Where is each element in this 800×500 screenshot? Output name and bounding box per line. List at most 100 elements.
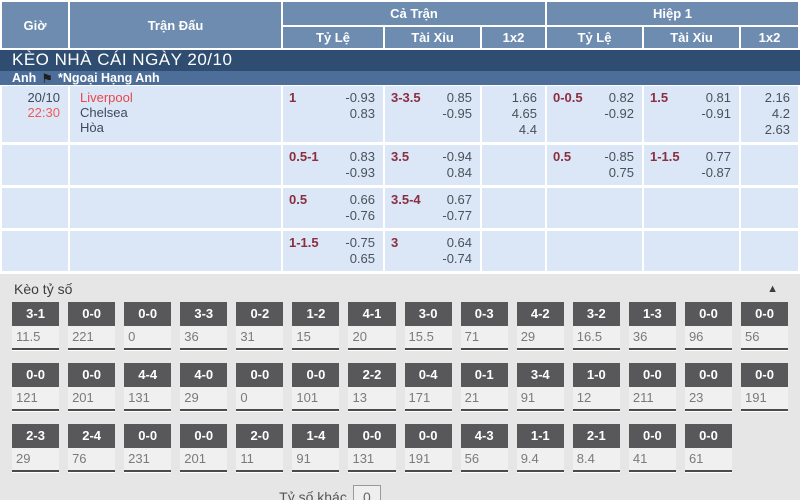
half-1x2-cell[interactable]: 2.16 4.2 2.63 [741, 86, 798, 142]
full-overunder-cell[interactable]: 3-3.5 0.85 -0.95 [385, 86, 480, 142]
full-handicap-cell[interactable]: 1-1.5 -0.75 0.65 [283, 231, 383, 271]
score-cell[interactable]: 2-1 8.4 [572, 424, 620, 472]
score-cell[interactable]: 2-0 11 [236, 424, 284, 472]
score-odd-value: 96 [688, 329, 704, 344]
correct-score-header: Kèo tỷ số ▲ [0, 276, 800, 302]
score-cell[interactable]: 2-2 13 [348, 363, 396, 411]
correct-score-title: Kèo tỷ số [14, 281, 73, 297]
half-overunder-cell-values: 0.81 -0.91 [701, 90, 731, 138]
score-cell[interactable]: 0-0 191 [404, 424, 452, 472]
score-cell[interactable]: 4-3 56 [460, 424, 508, 472]
score-cell[interactable]: 0-4 171 [404, 363, 452, 411]
score-cell[interactable]: 4-0 29 [180, 363, 228, 411]
score-cell[interactable]: 0-0 231 [124, 424, 172, 472]
half-handicap-cell[interactable]: 0-0.5 0.82 -0.92 [547, 86, 642, 142]
full-overunder-cell-value-top: 0.85 [446, 90, 472, 105]
score-cell[interactable]: 0-0 191 [741, 363, 789, 411]
half-1x2-cell-value-1: 2.16 [764, 90, 790, 105]
score-cell[interactable]: 3-4 91 [516, 363, 564, 411]
score-cell[interactable]: 3-0 15.5 [404, 302, 452, 350]
league-label: *Ngoại Hạng Anh [57, 71, 160, 85]
score-box: 2-0 [236, 424, 284, 448]
score-row: 3-1 11.5 0-0 221 0-0 0 3-3 36 0-2 31 1-2 15 4-1 20 3-0… [0, 302, 800, 350]
score-cell[interactable]: 0-0 201 [68, 363, 116, 411]
score-cell[interactable]: 1-0 12 [572, 363, 620, 411]
header-full-handicap: Tỷ Lệ [283, 27, 383, 48]
full-handicap-cell-values: -0.93 0.83 [345, 90, 375, 138]
full-overunder-cell-value-top: -0.94 [442, 149, 472, 164]
score-cell[interactable]: 1-3 36 [628, 302, 676, 350]
score-box: 0-0 [180, 424, 228, 448]
half-overunder-cell[interactable]: 1-1.5 0.77 -0.87 [644, 145, 739, 185]
score-cell[interactable]: 0-0 56 [741, 302, 789, 350]
score-cell[interactable]: 1-2 15 [292, 302, 340, 350]
score-cell[interactable]: 0-0 221 [68, 302, 116, 350]
full-handicap-cell[interactable]: 0.5 0.66 -0.76 [283, 188, 383, 228]
score-cell[interactable]: 0-0 121 [12, 363, 60, 411]
score-cell[interactable]: 0-1 21 [460, 363, 508, 411]
half-handicap-cell [547, 231, 642, 271]
score-cell[interactable]: 0-0 201 [180, 424, 228, 472]
score-box: 4-0 [180, 363, 228, 387]
score-cell[interactable]: 0-0 131 [348, 424, 396, 472]
score-cell[interactable]: 0-0 0 [236, 363, 284, 411]
score-cell[interactable]: 1-1 9.4 [516, 424, 564, 472]
half-overunder-cell[interactable]: 1.5 0.81 -0.91 [644, 86, 739, 142]
full-overunder-cell-line: 3-3.5 [391, 90, 421, 105]
score-cell[interactable]: 0-3 71 [460, 302, 508, 350]
score-odd-value: 12 [576, 390, 592, 405]
score-cell[interactable]: 1-4 91 [292, 424, 340, 472]
score-cell[interactable]: 4-2 29 [516, 302, 564, 350]
score-cell[interactable]: 3-1 11.5 [12, 302, 60, 350]
score-odd-value: 29 [520, 329, 536, 344]
score-cell[interactable]: 4-1 20 [348, 302, 396, 350]
score-cell[interactable]: 0-0 96 [684, 302, 733, 350]
full-handicap-cell-line: 0.5-1 [289, 149, 319, 164]
full-overunder-cell-value-bottom: -0.95 [442, 106, 472, 121]
score-cell[interactable]: 3-2 16.5 [572, 302, 620, 350]
score-cell[interactable]: 0-0 61 [684, 424, 733, 472]
full-handicap-cell-values: 0.66 -0.76 [345, 192, 375, 224]
score-cell[interactable]: 2-3 29 [12, 424, 60, 472]
time-cell [2, 231, 68, 271]
half-handicap-cell-line: 0-0.5 [553, 90, 583, 105]
score-odd-value: 201 [184, 451, 206, 466]
full-handicap-cell[interactable]: 0.5-1 0.83 -0.93 [283, 145, 383, 185]
full-handicap-cell-values: 0.83 -0.93 [345, 149, 375, 181]
score-box: 0-1 [460, 363, 508, 387]
odds-row: 0.5 0.66 -0.76 3.5-4 0.67 -0.77 [2, 188, 798, 228]
other-score-row: Tỷ số khác 0 [0, 485, 660, 500]
full-handicap-cell[interactable]: 1 -0.93 0.83 [283, 86, 383, 142]
score-box: 2-1 [572, 424, 620, 448]
score-cell[interactable]: 0-0 41 [628, 424, 676, 472]
full-overunder-cell-values: -0.94 0.84 [442, 149, 472, 181]
half-handicap-cell-value-bottom: -0.92 [604, 106, 634, 121]
half-handicap-cell[interactable]: 0.5 -0.85 0.75 [547, 145, 642, 185]
full-1x2-cell [482, 188, 545, 228]
score-cell[interactable]: 4-4 131 [124, 363, 172, 411]
other-score-value-box[interactable]: 0 [352, 485, 381, 500]
full-overunder-cell[interactable]: 3.5-4 0.67 -0.77 [385, 188, 480, 228]
score-box: 0-3 [460, 302, 508, 326]
score-row: 2-3 29 2-4 76 0-0 231 0-0 201 2-0 11 1-4 91 0-0 131 0-… [0, 424, 800, 472]
full-overunder-cell[interactable]: 3 0.64 -0.74 [385, 231, 480, 271]
score-cell[interactable]: 3-3 36 [180, 302, 228, 350]
score-cell[interactable]: 0-0 23 [684, 363, 733, 411]
collapse-arrow-icon[interactable]: ▲ [767, 283, 778, 295]
score-cell[interactable]: 0-0 211 [628, 363, 676, 411]
full-overunder-cell[interactable]: 3.5 -0.94 0.84 [385, 145, 480, 185]
league-band[interactable]: Anh ⚑ *Ngoại Hạng Anh [0, 70, 800, 85]
score-cell[interactable]: 0-0 101 [292, 363, 340, 411]
score-cell[interactable]: 0-2 31 [236, 302, 284, 350]
match-cell [70, 145, 281, 185]
draw-label: Hòa [80, 120, 104, 135]
full-1x2-cell[interactable]: 1.66 4.65 4.4 [482, 86, 545, 142]
score-cell[interactable]: 2-4 76 [68, 424, 116, 472]
half-1x2-cell-value-2: 4.2 [771, 106, 790, 121]
score-cell[interactable]: 0-0 0 [124, 302, 172, 350]
match-cell: Liverpool Chelsea Hòa [70, 86, 281, 142]
score-odd-value: 23 [688, 390, 704, 405]
full-handicap-cell-line: 1 [289, 90, 297, 105]
full-overunder-cell-line: 3.5 [391, 149, 410, 164]
